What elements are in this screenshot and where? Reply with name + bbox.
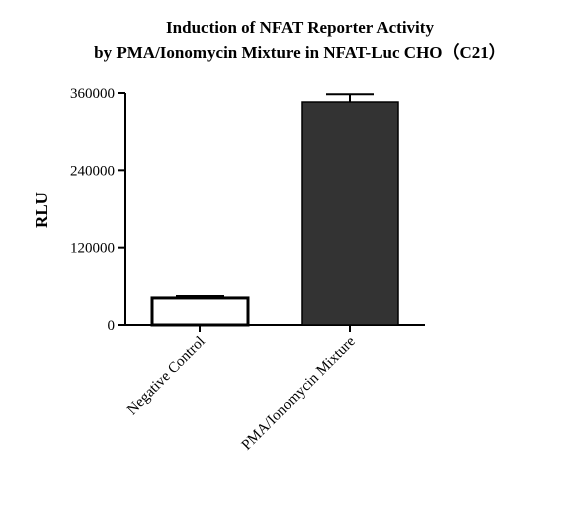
x-category-label: Negative Control	[124, 334, 209, 419]
bar	[150, 296, 250, 327]
y-tick-label: 0	[108, 318, 116, 334]
y-tick-label: 240000	[70, 163, 115, 179]
chart-title-line-1: Induction of NFAT Reporter Activity	[166, 18, 434, 37]
y-tick-label: 120000	[70, 241, 115, 257]
bar	[301, 101, 399, 326]
x-category-label: PMA/Ionomycin Mixture	[239, 333, 359, 453]
plot-area: 0 120000 240000 360000 Negative Control PMA/I…	[70, 86, 425, 454]
chart-title-line-2: by PMA/Ionomycin Mixture in NFAT-Luc CHO…	[94, 42, 506, 62]
y-tick-label: 360000	[70, 86, 115, 102]
y-axis-label: RLU	[32, 192, 51, 228]
